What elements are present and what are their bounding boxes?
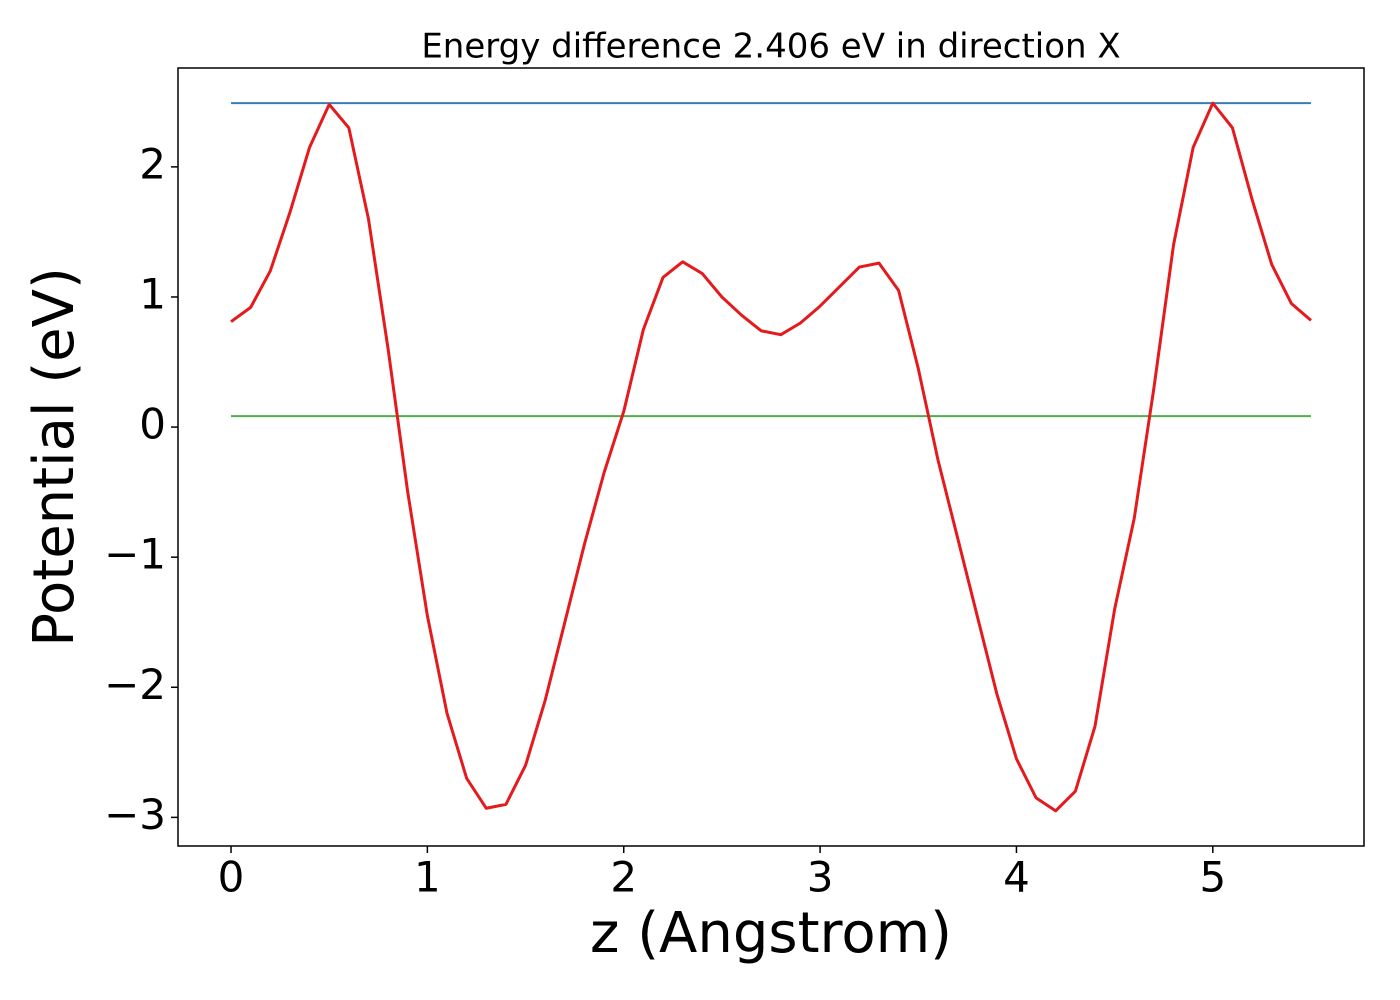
y-tick-label: −2 [104,660,166,709]
x-tick-label: 5 [1199,853,1226,902]
y-tick-label: 1 [139,269,166,318]
y-axis-label: Potential (eV) [22,267,87,647]
y-tick-label: 2 [139,139,166,188]
x-tick-label: 0 [218,853,245,902]
y-tick-label: −1 [104,530,166,579]
x-tick-label: 3 [807,853,834,902]
y-tick-label: −3 [104,790,166,839]
chart-title: Energy difference 2.406 eV in direction … [421,27,1120,67]
x-tick-label: 2 [610,853,637,902]
plot-frame [177,67,1365,847]
x-axis-label: z (Angstrom) [590,901,952,966]
x-tick-label: 4 [1003,853,1030,902]
x-tick-label: 1 [414,853,441,902]
data-line [230,101,1312,813]
y-tick-label: 0 [139,400,166,449]
